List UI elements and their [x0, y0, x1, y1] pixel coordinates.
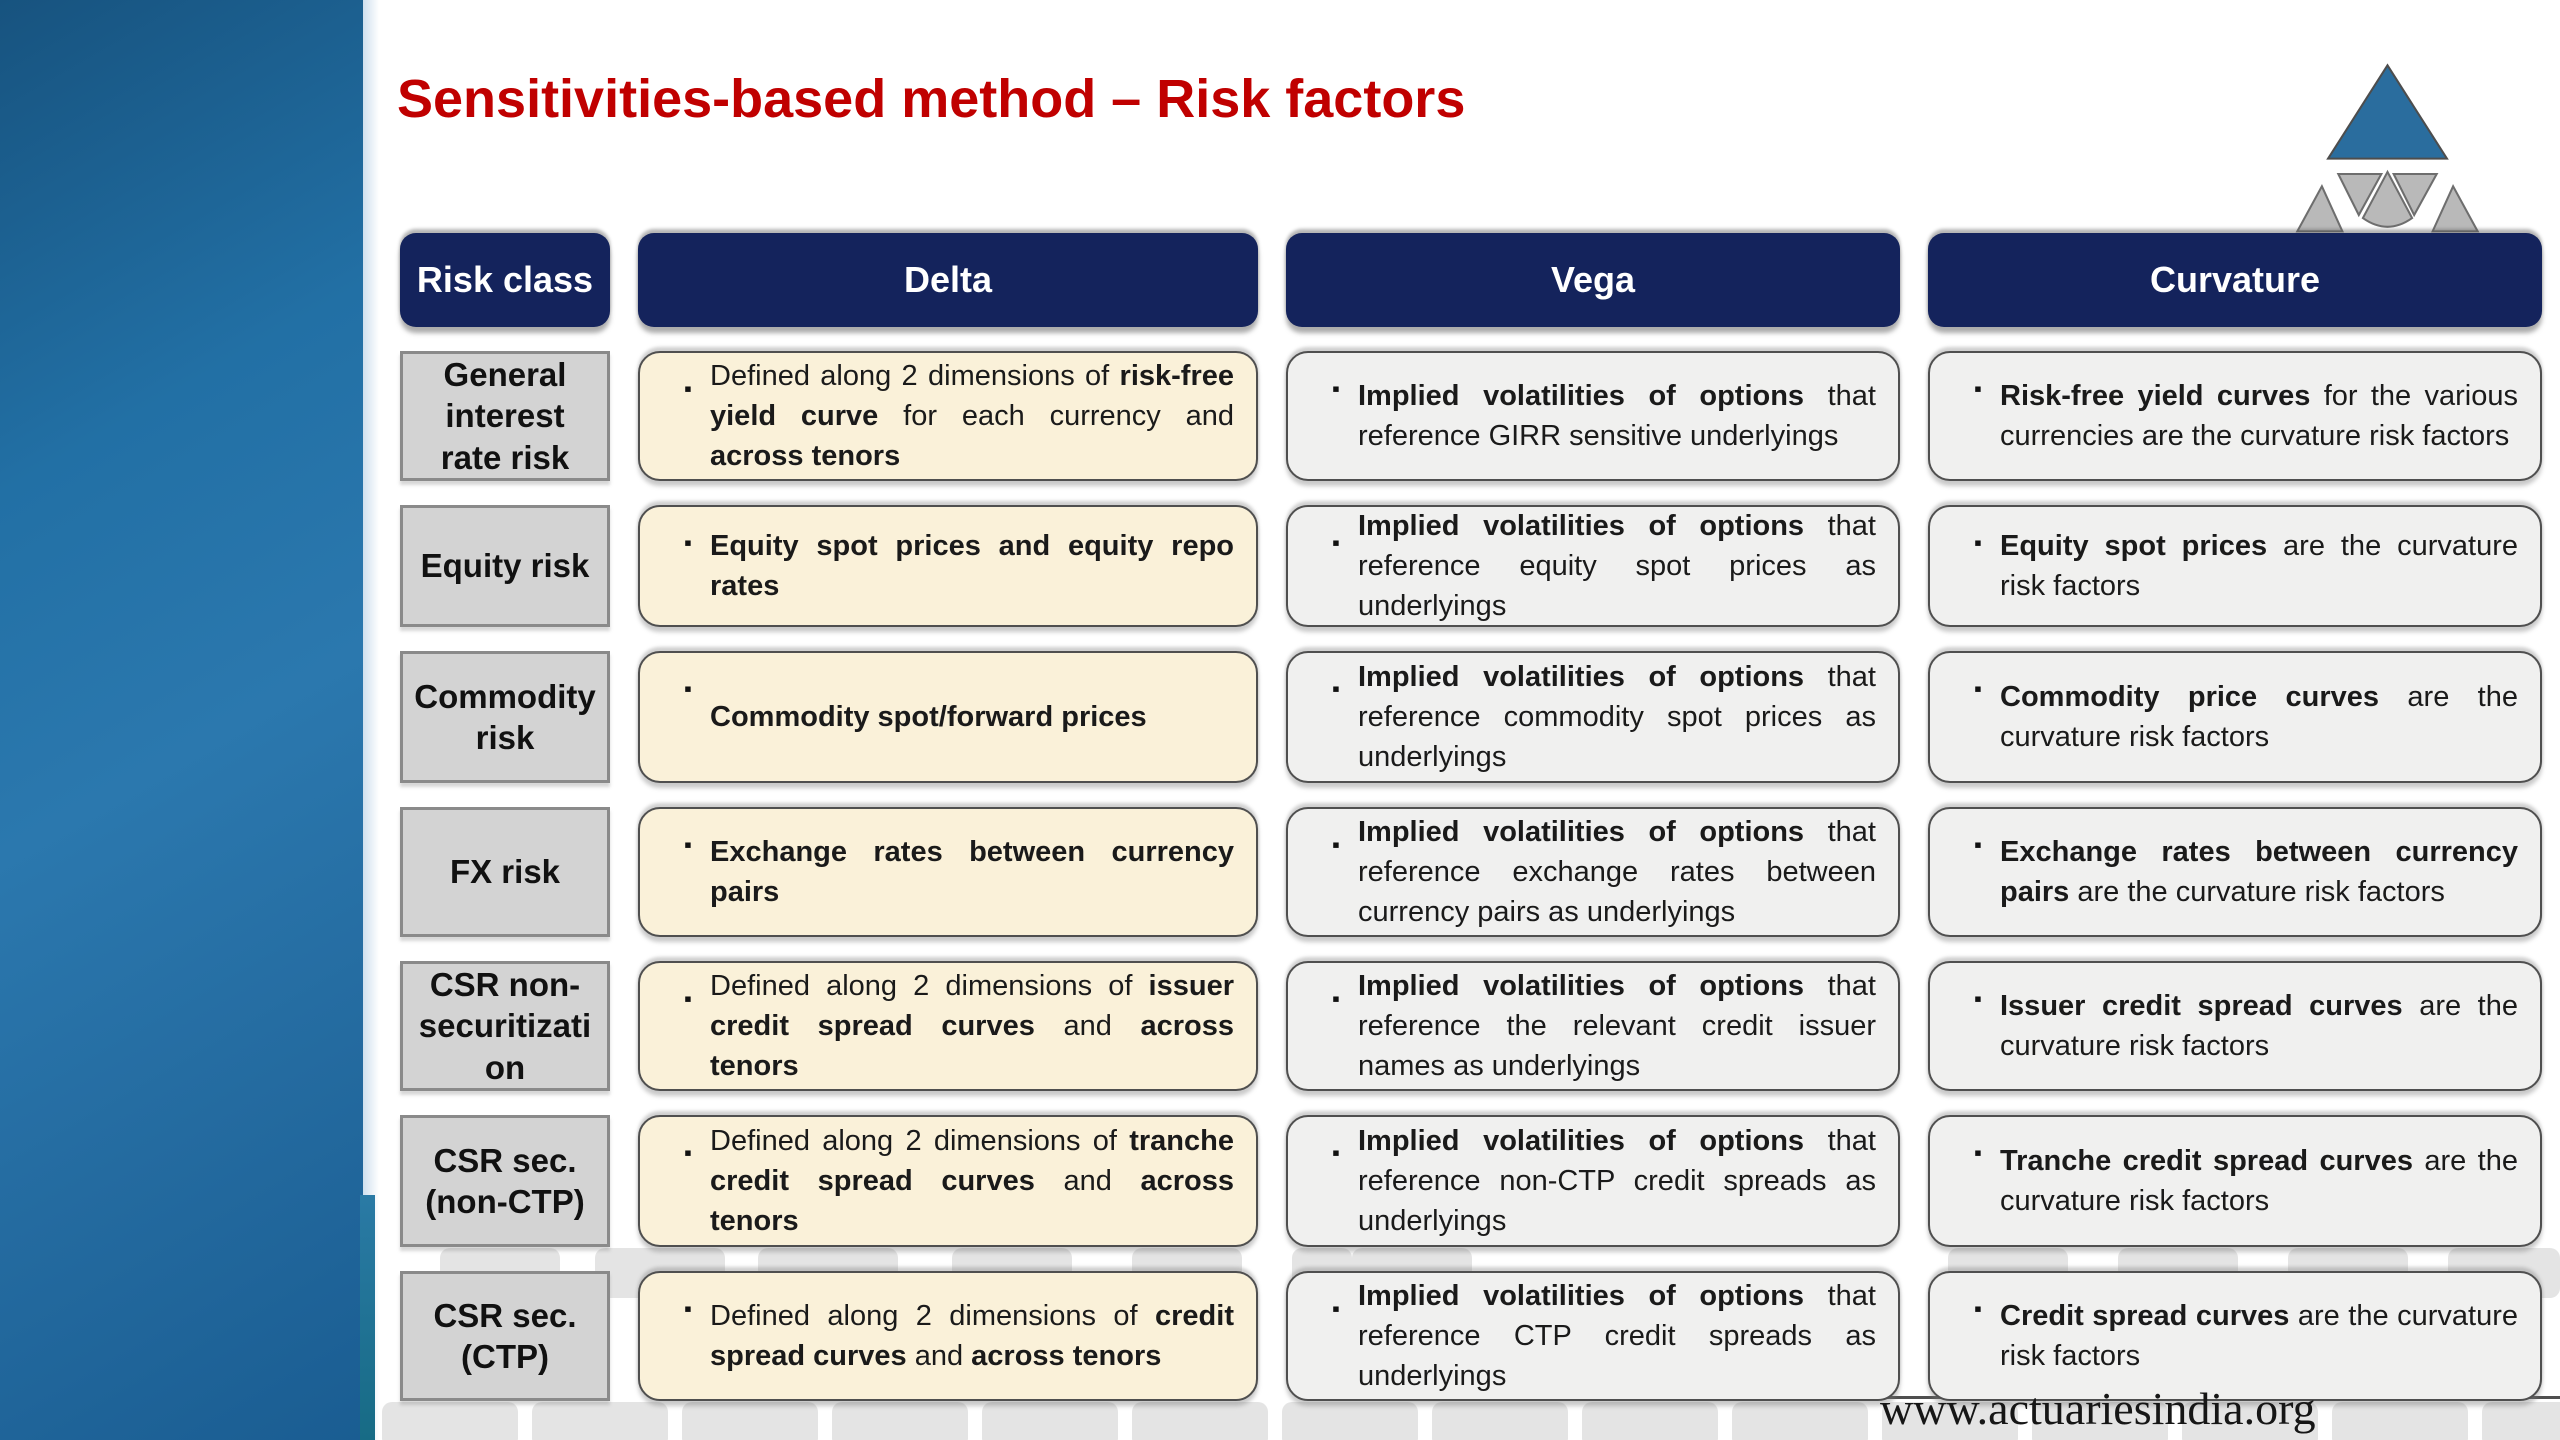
bullet-square-icon: ▪	[1332, 676, 1340, 701]
sidebar-edge-strip	[363, 0, 379, 1440]
keyboard-key-shape	[682, 1402, 818, 1440]
curvature-cell-text: Risk-free yield curves for the various c…	[2000, 379, 2518, 452]
bullet-square-icon: ▪	[1332, 1140, 1340, 1165]
keyboard-key-shape	[2032, 1402, 2168, 1440]
bullet-square-icon: ▪	[684, 832, 692, 857]
curvature-cell: ▪ Commodity price curves are the curvatur…	[1928, 651, 2542, 783]
keyboard-key-shape	[832, 1402, 968, 1440]
bullet-square-icon: ▪	[684, 986, 692, 1011]
vega-cell: ▪ Implied volatilities of options that re…	[1286, 505, 1900, 627]
risk-class-cell: FX risk	[400, 807, 610, 937]
curvature-cell: ▪ Tranche credit spread curves are the cu…	[1928, 1115, 2542, 1247]
bullet-square-icon: ▪	[1332, 530, 1340, 555]
bullet-square-icon: ▪	[1332, 376, 1340, 401]
bullet-square-icon: ▪	[1332, 986, 1340, 1011]
vega-cell: ▪ Implied volatilities of options that re…	[1286, 807, 1900, 937]
vega-cell-text: Implied volatilities of options that ref…	[1358, 1124, 1876, 1238]
sidebar-edge-bottom	[360, 1195, 375, 1440]
curvature-cell-text: Equity spot prices are the curvature ris…	[2000, 529, 2518, 602]
vega-cell: ▪ Implied volatilities of options that re…	[1286, 961, 1900, 1091]
bullet-square-icon: ▪	[1974, 530, 1982, 555]
curvature-cell: ▪ Issuer credit spread curves are the cur…	[1928, 961, 2542, 1091]
bullet-square-icon: ▪	[684, 530, 692, 555]
vega-cell: ▪ Implied volatilities of options that re…	[1286, 351, 1900, 481]
keyboard-key-shape	[1582, 1402, 1718, 1440]
delta-cell-text: Defined along 2 dimensions of risk-free …	[710, 359, 1234, 473]
delta-cell: ▪ Equity spot prices and equity repo rate…	[638, 505, 1258, 627]
bullet-square-icon: ▪	[684, 376, 692, 401]
bullet-square-icon: ▪	[1974, 1140, 1982, 1165]
delta-cell-text: Commodity spot/forward prices	[710, 700, 1147, 733]
keyboard-key-shape	[1732, 1402, 1868, 1440]
bullet-square-icon: ▪	[1974, 986, 1982, 1011]
keyboard-key-shape	[382, 1402, 518, 1440]
bullet-square-icon: ▪	[1332, 832, 1340, 857]
vega-cell-text: Implied volatilities of options that ref…	[1358, 969, 1876, 1083]
curvature-cell-text: Issuer credit spread curves are the curv…	[2000, 989, 2518, 1062]
column-header-curvature: Curvature	[1928, 233, 2542, 327]
delta-cell-text: Defined along 2 dimensions of issuer cre…	[710, 969, 1234, 1083]
curvature-cell-text: Tranche credit spread curves are the cur…	[2000, 1144, 2518, 1217]
vega-cell-text: Implied volatilities of options that ref…	[1358, 1279, 1876, 1393]
curvature-cell: ▪ Exchange rates between currency pairs a…	[1928, 807, 2542, 937]
actuaries-india-logo-icon	[2295, 63, 2480, 233]
bullet-square-icon: ▪	[1974, 376, 1982, 401]
bullet-square-icon: ▪	[684, 676, 692, 701]
keyboard-key-shape	[1132, 1402, 1268, 1440]
delta-cell-text: Equity spot prices and equity repo rates	[710, 529, 1234, 602]
risk-class-cell: CSR sec. (non-CTP)	[400, 1115, 610, 1247]
keyboard-key-shape	[532, 1402, 668, 1440]
bullet-square-icon: ▪	[684, 1140, 692, 1165]
column-header-risk-class: Risk class	[400, 233, 610, 327]
keyboard-key-shape	[982, 1402, 1118, 1440]
delta-cell: ▪ Defined along 2 dimensions of risk-free…	[638, 351, 1258, 481]
website-watermark: www.actuariesindia.org	[1880, 1383, 2316, 1434]
keyboard-key-shape	[1282, 1402, 1418, 1440]
risk-factors-table: Risk class Delta Vega Curvature General …	[400, 233, 2542, 1401]
delta-cell-text: Defined along 2 dimensions of credit spr…	[710, 1299, 1234, 1372]
risk-class-cell: CSR non-securitization	[400, 961, 610, 1091]
delta-cell: ▪ Exchange rates between currency pairs	[638, 807, 1258, 937]
vega-cell: ▪ Implied volatilities of options that re…	[1286, 1271, 1900, 1401]
delta-cell: ▪ Defined along 2 dimensions of tranche c…	[638, 1115, 1258, 1247]
delta-cell: ▪ Defined along 2 dimensions of credit sp…	[638, 1271, 1258, 1401]
curvature-cell: ▪ Risk-free yield curves for the various …	[1928, 351, 2542, 481]
bullet-square-icon: ▪	[1974, 832, 1982, 857]
vega-cell-text: Implied volatilities of options that ref…	[1358, 379, 1876, 452]
delta-cell-text: Exchange rates between currency pairs	[710, 835, 1234, 908]
risk-class-cell: General interest rate risk	[400, 351, 610, 481]
vega-cell-text: Implied volatilities of options that ref…	[1358, 509, 1876, 623]
bullet-square-icon: ▪	[684, 1296, 692, 1321]
keyboard-key-shape	[2332, 1402, 2468, 1440]
risk-class-cell: CSR sec. (CTP)	[400, 1271, 610, 1401]
keyboard-key-shape	[2482, 1402, 2560, 1440]
bullet-square-icon: ▪	[1974, 676, 1982, 701]
delta-cell-text: Defined along 2 dimensions of tranche cr…	[710, 1124, 1234, 1238]
page-title: Sensitivities-based method – Risk factor…	[397, 69, 1466, 129]
keyboard-key-shape	[2182, 1402, 2318, 1440]
curvature-cell: ▪ Equity spot prices are the curvature ri…	[1928, 505, 2542, 627]
risk-class-cell: Equity risk	[400, 505, 610, 627]
curvature-cell-text: Exchange rates between currency pairs ar…	[2000, 835, 2518, 908]
vega-cell: ▪ Implied volatilities of options that re…	[1286, 651, 1900, 783]
column-header-delta: Delta	[638, 233, 1258, 327]
keyboard-key-shape	[1882, 1402, 2018, 1440]
delta-cell: ▪ Commodity spot/forward prices	[638, 651, 1258, 783]
vega-cell: ▪ Implied volatilities of options that re…	[1286, 1115, 1900, 1247]
curvature-cell-text: Commodity price curves are the curvature…	[2000, 680, 2518, 753]
vega-cell-text: Implied volatilities of options that ref…	[1358, 815, 1876, 929]
bullet-square-icon: ▪	[1974, 1296, 1982, 1321]
delta-cell: ▪ Defined along 2 dimensions of issuer cr…	[638, 961, 1258, 1091]
risk-class-cell: Commodity risk	[400, 651, 610, 783]
curvature-cell: ▪ Credit spread curves are the curvature …	[1928, 1271, 2542, 1401]
bullet-square-icon: ▪	[1332, 1296, 1340, 1321]
keyboard-key-shape	[1432, 1402, 1568, 1440]
vega-cell-text: Implied volatilities of options that ref…	[1358, 660, 1876, 774]
curvature-cell-text: Credit spread curves are the curvature r…	[2000, 1299, 2518, 1372]
column-header-vega: Vega	[1286, 233, 1900, 327]
sidebar-decoration	[0, 0, 363, 1440]
